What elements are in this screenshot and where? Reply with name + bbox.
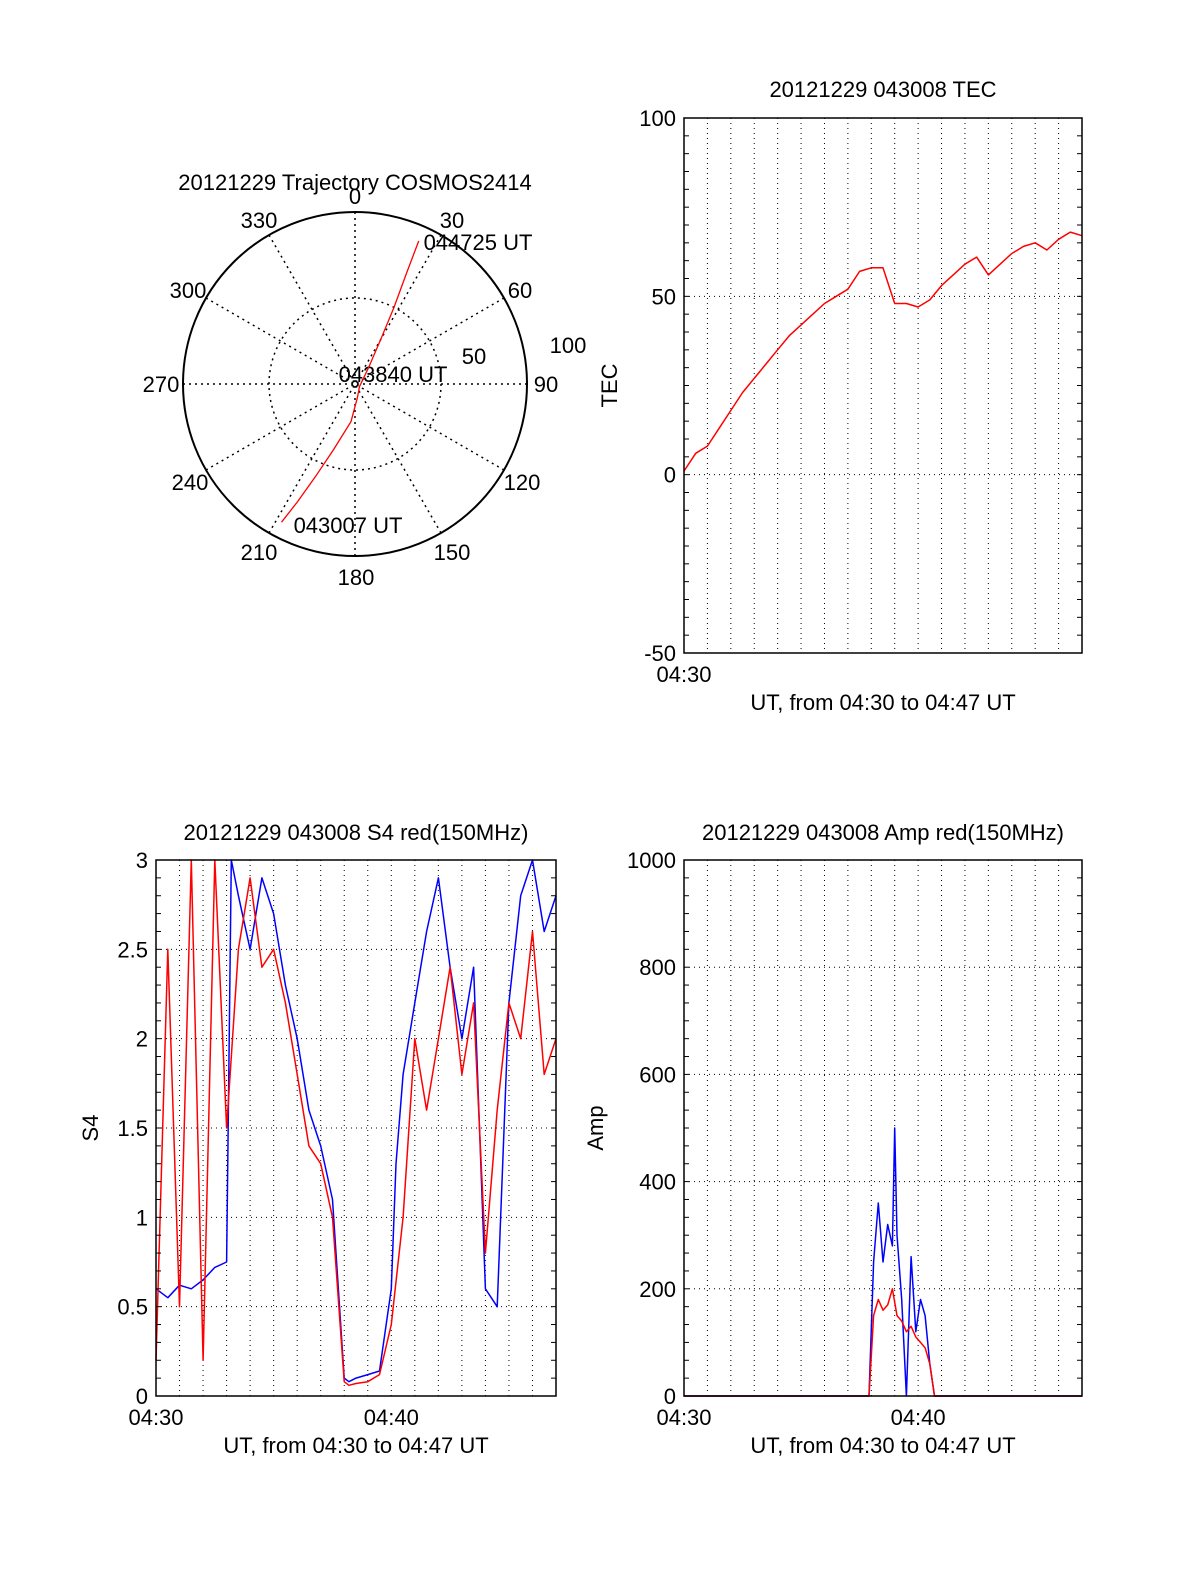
y-tick-label: 50 (652, 284, 676, 309)
series-line (155, 859, 557, 1383)
y-axis-label: Amp (583, 1105, 608, 1150)
polar-annotation: 043840 UT (339, 362, 448, 387)
x-tick-label: 04:30 (656, 662, 711, 687)
x-axis-label: UT, from 04:30 to 04:47 UT (750, 690, 1015, 715)
polar-azimuth-label: 240 (172, 470, 209, 495)
series-line (684, 1127, 1082, 1397)
x-tick-label: 04:30 (656, 1405, 711, 1430)
polar-azimuth-label: 210 (241, 540, 278, 565)
amp-chart: 1000 800 600 400 200 004:30 04:40 20121229 0430… (583, 820, 1083, 1458)
y-tick-label: 1.5 (117, 1116, 148, 1141)
x-axis-label: UT, from 04:30 to 04:47 UT (750, 1433, 1015, 1458)
polar-azimuth-label: 120 (504, 470, 541, 495)
polar-radial-label: 100 (550, 333, 587, 358)
series-line (684, 1288, 1082, 1397)
y-tick-label: 0.5 (117, 1295, 148, 1320)
polar-annotation: 044725 UT (424, 230, 533, 255)
polar-azimuth-label: 270 (143, 372, 180, 397)
y-tick-label: 2 (136, 1027, 148, 1052)
x-axis-label: UT, from 04:30 to 04:47 UT (223, 1433, 488, 1458)
chart-title: 20121229 043008 Amp red(150MHz) (702, 820, 1064, 845)
series-line (155, 859, 557, 1387)
polar-azimuth-label: 180 (338, 565, 375, 590)
polar-azimuth-label: 330 (241, 208, 278, 233)
y-tick-label: 0 (664, 1384, 676, 1409)
y-tick-label: 200 (639, 1277, 676, 1302)
y-tick-label: 3 (136, 848, 148, 873)
polar-azimuth-label: 150 (434, 540, 471, 565)
y-tick-label: 600 (639, 1062, 676, 1087)
y-tick-label: 0 (136, 1384, 148, 1409)
chart-title: 20121229 043008 TEC (769, 77, 996, 102)
y-tick-label: 400 (639, 1170, 676, 1195)
polar-azimuth-label: 90 (534, 372, 558, 397)
y-tick-label: 100 (639, 106, 676, 131)
x-tick-label: 04:40 (364, 1405, 419, 1430)
polar-chart-title: 20121229 Trajectory COSMOS2414 (178, 170, 531, 195)
polar-trajectory-line (280, 240, 420, 523)
x-tick-label: 04:30 (128, 1405, 183, 1430)
y-tick-label: 1000 (627, 848, 676, 873)
x-tick-label: 04:40 (891, 1405, 946, 1430)
y-tick-label: 0 (664, 463, 676, 488)
y-axis-label: TEC (597, 363, 622, 407)
polar-azimuth-label: 0 (349, 184, 361, 209)
plot-frame (683, 859, 1083, 1397)
polar-radial-label: 50 (462, 344, 486, 369)
polar-azimuth-label: 60 (508, 278, 532, 303)
chart-title: 20121229 043008 S4 red(150MHz) (184, 820, 529, 845)
y-tick-label: -50 (644, 641, 676, 666)
polar-azimuth-label: 30 (440, 208, 464, 233)
y-tick-label: 1 (136, 1205, 148, 1230)
plot-frame (683, 117, 1083, 654)
y-tick-label: 2.5 (117, 937, 148, 962)
y-axis-label: S4 (78, 1115, 103, 1142)
series-line (683, 231, 1083, 472)
polar-annotation: 043007 UT (294, 513, 403, 538)
s4-chart: 3 2.5 2 1.5 1 0.5 004:30 04:40 20121229 043008 S… (78, 820, 557, 1458)
y-tick-label: 800 (639, 955, 676, 980)
polar-azimuth-label: 300 (170, 278, 207, 303)
